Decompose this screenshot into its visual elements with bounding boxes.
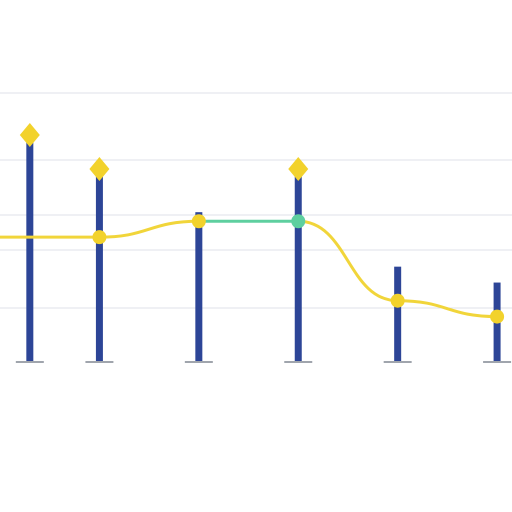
line-point <box>390 293 405 308</box>
line-point <box>291 214 306 229</box>
line-point <box>92 230 107 245</box>
diamond-marker <box>288 157 309 182</box>
line-point <box>191 214 206 229</box>
bar <box>195 212 203 362</box>
chart-plot <box>0 92 512 363</box>
diamond-marker <box>19 123 40 147</box>
line-segment <box>99 219 199 239</box>
bar <box>394 266 402 362</box>
line-point <box>490 309 505 324</box>
line-segment <box>298 219 398 303</box>
bar <box>26 135 34 362</box>
bar <box>294 169 302 362</box>
diamond-marker <box>89 157 110 182</box>
bar <box>95 169 103 362</box>
line-segment <box>397 299 498 319</box>
